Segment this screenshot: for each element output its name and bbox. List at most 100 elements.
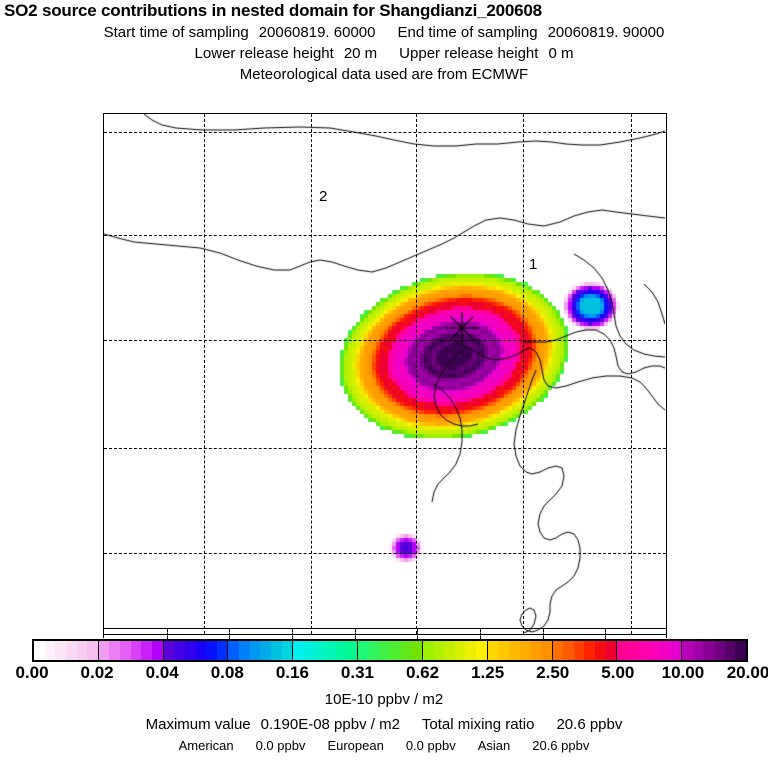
- colorbar-step: [595, 641, 606, 660]
- colorbar-step: [152, 641, 163, 660]
- total-mixing-ratio-label: Total mixing ratio: [421, 716, 535, 733]
- colorbar-step: [335, 641, 347, 660]
- colorbar-step: [530, 641, 541, 660]
- colorbar-band-0: [34, 641, 99, 660]
- start-time-value: 20060819. 60000: [258, 24, 376, 41]
- colorbar-step: [540, 641, 552, 660]
- colorbar-step: [109, 641, 121, 660]
- colorbar-step: [34, 641, 45, 660]
- colorbar-label-10: 10.00: [661, 663, 705, 682]
- gridline-vertical-3: [416, 114, 417, 634]
- colorbar-band-8: [552, 641, 618, 660]
- footer-summary-row: Maximum value 0.190E-08 ppbv / m2 Total mi…: [0, 714, 768, 736]
- colorbar-label-0: 0.00: [15, 663, 49, 682]
- domain-label-1: 1: [529, 256, 538, 273]
- colorbar-step: [249, 641, 261, 660]
- colorbar-tick-1: [166, 629, 168, 639]
- colorbar-step: [239, 641, 250, 660]
- gridline-horizontal-4: [104, 553, 666, 554]
- colorbar-step: [303, 641, 315, 660]
- upper-release-height-label: Upper release height: [399, 45, 539, 62]
- colorbar-step: [649, 641, 660, 660]
- colorbar-label-5: 0.31: [340, 663, 374, 682]
- colorbar-tick-7: [542, 629, 544, 639]
- colorbar-step: [659, 641, 671, 660]
- colorbar-step: [314, 641, 326, 660]
- gridline-vertical-2: [311, 114, 312, 634]
- colorbar-step: [617, 641, 628, 660]
- gridline-horizontal-3: [104, 448, 666, 449]
- colorbar-step: [195, 641, 207, 660]
- colorbar-step: [87, 641, 98, 660]
- american-label: American: [178, 738, 234, 753]
- release-height-row: Lower release height 20 m Upper release he…: [0, 43, 768, 64]
- colorbar-step: [487, 641, 499, 660]
- colorbar-label-3: 0.08: [210, 663, 244, 682]
- colorbar-step: [519, 641, 531, 660]
- gridline-vertical-5: [631, 114, 632, 634]
- european-label: European: [327, 738, 384, 753]
- header: SO2 source contributions in nested domai…: [0, 0, 768, 85]
- colorbar-band-7: [487, 641, 553, 660]
- colorbar-band-3: [228, 641, 294, 660]
- colorbar-step: [724, 641, 736, 660]
- colorbar-step: [735, 641, 746, 660]
- colorbar-step: [670, 641, 682, 660]
- colorbar-label-6: 0.62: [405, 663, 440, 682]
- lower-release-height-value: 20 m: [343, 45, 378, 62]
- colorbar-step: [444, 641, 455, 660]
- colorbar-step: [411, 641, 422, 660]
- colorbar-step: [563, 641, 574, 660]
- colorbar-step: [400, 641, 412, 660]
- colorbar-labels: 0.00 0.02 0.04 0.08 0.16 0.31 0.62 1.25 2.50 5.00…: [0, 662, 768, 686]
- end-time-label: End time of sampling: [397, 24, 538, 41]
- colorbar-step: [44, 641, 56, 660]
- colorbar-step: [346, 641, 358, 660]
- colorbar-step: [379, 641, 390, 660]
- colorbar-label-2: 0.04: [145, 663, 179, 682]
- colorbar-step: [184, 641, 196, 660]
- concentration-field-canvas: [104, 114, 665, 633]
- footer: Maximum value 0.190E-08 ppbv / m2 Total mi…: [0, 714, 768, 756]
- gridline-horizontal-2: [104, 340, 666, 341]
- upper-release-height-value: 0 m: [548, 45, 574, 62]
- colorbar-band-6: [422, 641, 488, 660]
- colorbar-label-11: 20.00: [726, 663, 768, 682]
- domain-label-2: 2: [319, 188, 328, 205]
- asian-label: Asian: [477, 738, 511, 753]
- colorbar-step: [163, 641, 175, 660]
- colorbar-step: [271, 641, 282, 660]
- colorbar-band-5: [358, 641, 423, 660]
- met-data-row: Meteorological data used are from ECMWF: [239, 66, 529, 83]
- colorbar-step: [584, 641, 596, 660]
- colorbar-step: [120, 641, 131, 660]
- european-value: 0.0 ppbv: [405, 738, 456, 753]
- colorbar-step: [454, 641, 466, 660]
- colorbar-step: [638, 641, 650, 660]
- colorbar-step: [76, 641, 88, 660]
- colorbar-step: [498, 641, 509, 660]
- colorbar-tick-frame: [103, 628, 667, 639]
- colorbar-step: [281, 641, 293, 660]
- colorbar-step: [476, 641, 487, 660]
- colorbar-region: 0.00 0.02 0.04 0.08 0.16 0.31 0.62 1.25 2.50 5.00…: [0, 628, 768, 688]
- end-time-value: 20060819. 90000: [547, 24, 665, 41]
- colorbar-step: [573, 641, 585, 660]
- gridline-vertical-1: [204, 114, 205, 634]
- colorbar-step: [389, 641, 401, 660]
- page-title: SO2 source contributions in nested domai…: [4, 1, 542, 20]
- colorbar-band-10: [682, 641, 746, 660]
- colorbar-band-4: [293, 641, 359, 660]
- colorbar-step: [260, 641, 271, 660]
- colorbar-band-1: [98, 641, 164, 660]
- colorbar-step: [422, 641, 434, 660]
- colorbar-step: [98, 641, 110, 660]
- colorbar-label-8: 2.50: [536, 663, 570, 682]
- colorbar-tick-4: [354, 629, 356, 639]
- start-time-label: Start time of sampling: [103, 24, 249, 41]
- colorbar-unit-label: 10E-10 ppbv / m2: [324, 691, 444, 708]
- colorbar-step: [703, 641, 715, 660]
- colorbar-step: [174, 641, 185, 660]
- american-value: 0.0 ppbv: [255, 738, 306, 753]
